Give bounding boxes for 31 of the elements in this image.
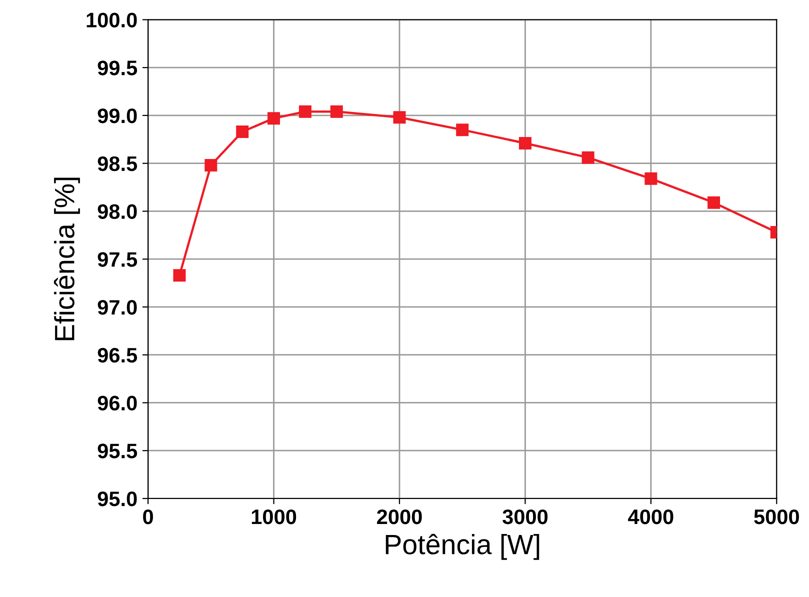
y-tick-label: 99.0: [98, 108, 137, 124]
y-tick-label: 97.0: [98, 300, 137, 315]
point: [708, 196, 720, 209]
x-axis-title: Potência [W]: [386, 534, 540, 560]
x-tick-label: 0: [143, 509, 153, 524]
x-tick-label: 3000: [502, 509, 548, 524]
y-tick-label: 96.5: [98, 348, 138, 363]
y-tick-label: 97.5: [98, 252, 138, 267]
y-tick-label: 100.0: [86, 12, 137, 28]
x-tick-label: 2000: [377, 509, 422, 524]
point: [236, 125, 249, 138]
point: [582, 151, 594, 164]
point: [268, 112, 280, 125]
point: [456, 124, 469, 136]
x-tick-label: 5000: [754, 509, 799, 524]
y-tick-label: 96.0: [98, 396, 137, 410]
x-tick-label: 4000: [628, 509, 674, 524]
point: [644, 172, 658, 185]
y-tick-label: 98.0: [98, 204, 137, 219]
y-tick-label: 99.5: [98, 60, 138, 76]
point: [298, 105, 312, 118]
y-tick-label: 95.0: [98, 491, 137, 506]
point: [518, 136, 532, 150]
y-tick-label: 95.5: [98, 444, 138, 458]
y-tick-label: 98.5: [98, 156, 138, 172]
point: [330, 105, 343, 118]
y-axis-title: Eficiência [%]: [54, 178, 80, 340]
point: [173, 269, 186, 282]
point: [393, 111, 406, 124]
point: [204, 159, 218, 172]
x-tick-label: 1000: [252, 509, 296, 524]
